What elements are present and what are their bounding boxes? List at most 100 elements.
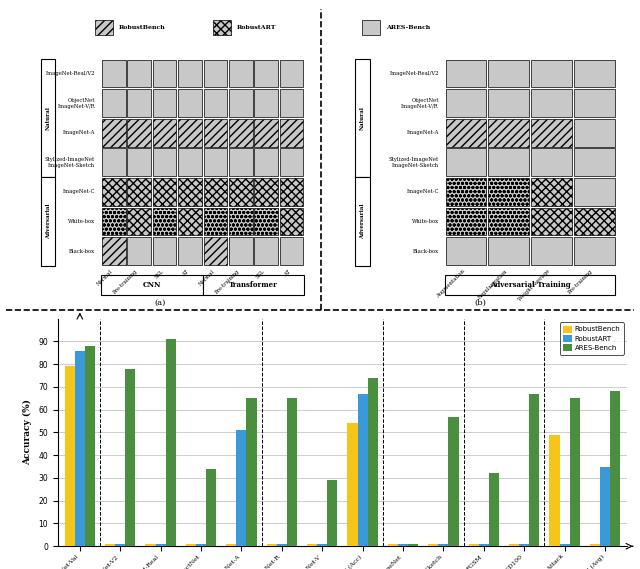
Bar <box>355 59 370 177</box>
Bar <box>519 544 529 546</box>
Bar <box>41 59 56 177</box>
Bar <box>531 178 572 206</box>
Bar <box>445 178 486 206</box>
Text: Stylized-ImageNet
ImageNet-Sketch: Stylized-ImageNet ImageNet-Sketch <box>388 157 439 168</box>
Bar <box>488 178 529 206</box>
Bar <box>127 60 151 88</box>
FancyBboxPatch shape <box>445 275 616 295</box>
Bar <box>276 544 287 546</box>
Text: Natural: Natural <box>45 106 51 130</box>
Bar <box>254 149 278 176</box>
Bar <box>367 378 378 546</box>
Bar <box>178 60 202 88</box>
Bar <box>153 149 177 176</box>
Bar <box>531 119 572 147</box>
Text: Black-box: Black-box <box>69 249 95 254</box>
Bar <box>280 208 303 236</box>
Bar <box>102 60 125 88</box>
Bar <box>445 89 486 117</box>
Bar <box>145 544 156 546</box>
Bar <box>229 89 253 117</box>
Bar <box>488 237 529 265</box>
Bar <box>153 89 177 117</box>
Bar <box>41 177 56 266</box>
Bar <box>153 60 177 88</box>
Bar <box>229 60 253 88</box>
Bar <box>206 469 216 546</box>
Bar <box>229 119 253 147</box>
Bar <box>254 119 278 147</box>
Bar <box>280 149 303 176</box>
Bar <box>229 178 253 206</box>
Bar <box>127 89 151 117</box>
Bar <box>509 544 519 546</box>
Bar <box>213 20 230 35</box>
Bar <box>573 178 614 206</box>
Text: AT: AT <box>182 269 190 277</box>
Bar <box>254 178 278 206</box>
Bar <box>590 544 600 546</box>
Bar <box>229 208 253 236</box>
Bar <box>488 89 529 117</box>
Bar <box>479 544 489 546</box>
Text: ARES-Bench: ARES-Bench <box>386 25 430 30</box>
Bar <box>280 178 303 206</box>
Bar <box>445 119 486 147</box>
Bar <box>166 339 176 546</box>
Text: Pre-training: Pre-training <box>214 269 241 295</box>
Bar <box>388 544 398 546</box>
Text: Pre-training: Pre-training <box>113 269 140 295</box>
Bar <box>127 178 151 206</box>
Bar <box>178 119 202 147</box>
Bar <box>449 417 458 546</box>
FancyBboxPatch shape <box>203 275 304 295</box>
Bar <box>196 544 206 546</box>
Bar <box>267 544 276 546</box>
Bar <box>153 119 177 147</box>
Text: (b): (b) <box>474 299 486 307</box>
FancyBboxPatch shape <box>101 275 203 295</box>
Bar <box>254 237 278 265</box>
Bar <box>246 398 257 546</box>
Bar <box>178 208 202 236</box>
Bar <box>204 237 227 265</box>
Text: CNN: CNN <box>143 281 161 289</box>
Bar <box>156 544 166 546</box>
Bar <box>287 398 297 546</box>
Text: ImageNet-A: ImageNet-A <box>63 130 95 135</box>
Text: ImageNet-Real/V2: ImageNet-Real/V2 <box>389 71 439 76</box>
Bar <box>327 480 337 546</box>
Bar <box>531 89 572 117</box>
Bar <box>445 149 486 176</box>
Bar <box>102 237 125 265</box>
Bar <box>488 119 529 147</box>
Text: Adversarial: Adversarial <box>360 204 365 239</box>
Bar <box>186 544 196 546</box>
Bar <box>531 208 572 236</box>
Text: RobustBench: RobustBench <box>119 25 166 30</box>
Bar <box>488 208 529 236</box>
Bar <box>204 89 227 117</box>
Legend: RobustBench, RobustART, ARES-Bench: RobustBench, RobustART, ARES-Bench <box>560 322 624 354</box>
Bar <box>102 208 125 236</box>
Text: Adversarial Training: Adversarial Training <box>490 281 570 289</box>
Bar <box>445 208 486 236</box>
Text: Adversarial: Adversarial <box>45 204 51 239</box>
Bar <box>178 237 202 265</box>
Bar <box>254 208 278 236</box>
Bar <box>280 60 303 88</box>
Bar <box>348 423 358 546</box>
Bar <box>153 178 177 206</box>
Bar <box>573 149 614 176</box>
Bar <box>529 394 540 546</box>
Bar <box>85 346 95 546</box>
Text: SSL: SSL <box>255 269 266 280</box>
Bar <box>204 208 227 236</box>
Text: ImageNet-A: ImageNet-A <box>406 130 439 135</box>
Bar <box>559 544 570 546</box>
Bar <box>280 237 303 265</box>
Bar <box>408 544 418 546</box>
Bar <box>153 237 177 265</box>
Text: Stylized-ImageNet
ImageNet-Sketch: Stylized-ImageNet ImageNet-Sketch <box>45 157 95 168</box>
Bar <box>204 60 227 88</box>
